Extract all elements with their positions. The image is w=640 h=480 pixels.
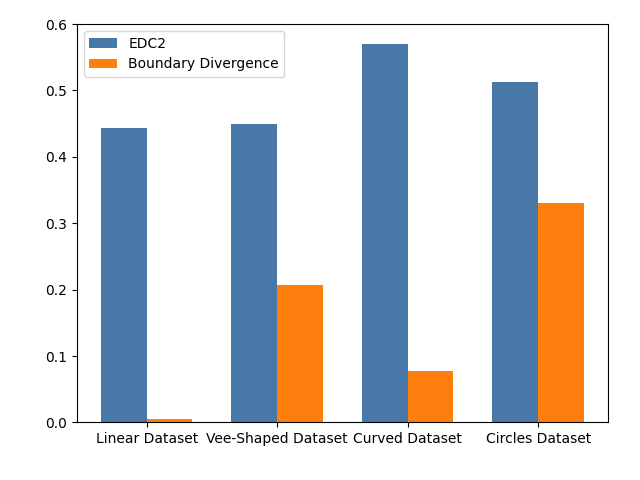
- Bar: [538, 204, 584, 422]
- Bar: [232, 124, 277, 422]
- Bar: [101, 128, 147, 422]
- Bar: [277, 285, 323, 422]
- Bar: [147, 419, 192, 422]
- Bar: [408, 371, 453, 422]
- Legend: EDC2, Boundary Divergence: EDC2, Boundary Divergence: [84, 31, 284, 77]
- Bar: [362, 44, 408, 422]
- Bar: [493, 83, 538, 422]
